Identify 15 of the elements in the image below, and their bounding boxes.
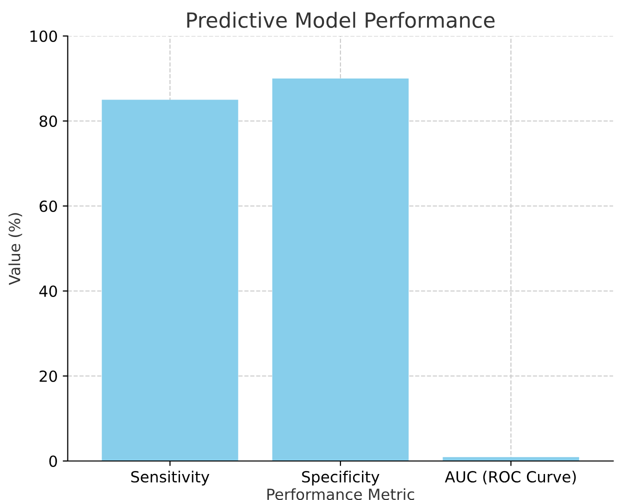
y-tick-label: 40: [39, 285, 57, 298]
bar: [272, 78, 409, 461]
chart-title: Predictive Model Performance: [187, 12, 495, 28]
y-tick-label: 100: [30, 30, 57, 42]
y-tick-label: 60: [40, 200, 57, 212]
y-tick-label: 80: [40, 115, 57, 128]
x-tick-label: Specificity: [302, 470, 380, 486]
y-axis-title: Value (%): [8, 213, 22, 286]
bar: [442, 457, 580, 461]
x-tick-label: AUC (ROC Curve): [444, 470, 576, 484]
y-tick-label: 20: [40, 370, 57, 382]
x-tick-label: Sensitivity: [131, 470, 210, 486]
y-tick-label: 0: [49, 455, 57, 468]
x-axis-title: Performance Metric: [267, 488, 414, 500]
bar: [102, 100, 238, 461]
